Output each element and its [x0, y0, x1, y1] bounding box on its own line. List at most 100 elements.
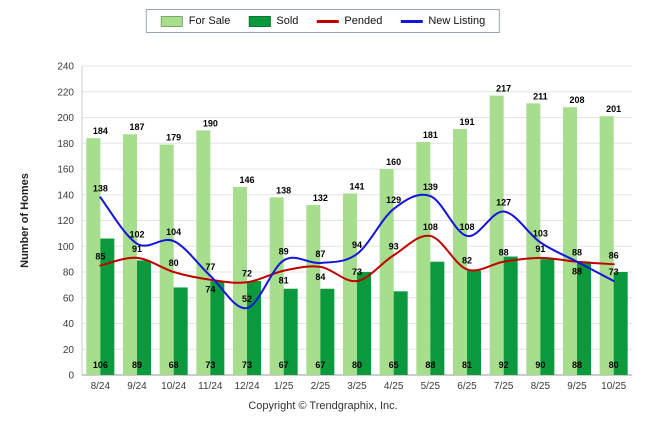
- x-tick-label: 12/24: [234, 381, 259, 392]
- x-tick-label: 8/25: [531, 381, 551, 392]
- bar-for-sale: [489, 95, 504, 376]
- for-sale-value-label: 132: [313, 193, 328, 203]
- bar-sold: [613, 272, 628, 375]
- new-listing-value-label: 102: [129, 230, 144, 240]
- x-tick-label: 9/24: [127, 381, 147, 392]
- bar-sold: [320, 288, 335, 375]
- sold-value-label: 73: [205, 360, 215, 370]
- legend-line-swatch-icon: [400, 19, 423, 23]
- for-sale-value-label: 190: [203, 118, 218, 128]
- sold-value-label: 80: [352, 360, 362, 370]
- new-listing-value-label: 89: [279, 246, 289, 256]
- y-tick-label: 160: [57, 165, 74, 176]
- x-tick-label: 6/25: [457, 381, 477, 392]
- pended-value-label: 85: [95, 252, 105, 262]
- for-sale-value-label: 184: [93, 126, 108, 136]
- pended-value-label: 82: [462, 255, 472, 265]
- for-sale-value-label: 138: [276, 185, 291, 195]
- y-tick-label: 120: [57, 216, 74, 227]
- bar-for-sale: [563, 107, 577, 375]
- x-tick-label: 2/25: [311, 381, 331, 392]
- bar-sold: [430, 261, 445, 375]
- x-tick-label: 3/25: [347, 381, 367, 392]
- pended-value-label: 74: [205, 285, 215, 295]
- x-tick-label: 10/25: [601, 381, 626, 392]
- new-listing-value-label: 77: [205, 262, 215, 272]
- x-tick-label: 8/24: [91, 381, 111, 392]
- legend-label: Pended: [344, 15, 383, 27]
- y-tick-label: 60: [63, 293, 75, 304]
- pended-value-label: 108: [423, 222, 438, 232]
- copyright-text: Copyright © Trendgraphix, Inc.: [248, 400, 398, 412]
- legend-bar-swatch-icon: [248, 15, 271, 27]
- sold-value-label: 80: [609, 360, 619, 370]
- sold-value-label: 65: [389, 360, 399, 370]
- new-listing-value-label: 127: [496, 197, 511, 207]
- bar-sold: [247, 281, 261, 375]
- pended-value-label: 91: [535, 244, 545, 254]
- bar-for-sale: [233, 187, 247, 375]
- legend-item-pended: Pended: [316, 15, 382, 27]
- for-sale-value-label: 181: [423, 130, 438, 140]
- sold-value-label: 90: [535, 360, 545, 370]
- new-listing-value-label: 87: [315, 249, 325, 259]
- legend-item-sold: Sold: [248, 15, 298, 27]
- legend-label: For Sale: [188, 15, 231, 27]
- legend-line-swatch-icon: [316, 19, 339, 23]
- bar-sold: [540, 259, 555, 375]
- line-pended: [99, 234, 615, 284]
- new-listing-value-label: 52: [242, 294, 252, 304]
- pended-value-label: 72: [242, 268, 252, 278]
- bar-for-sale: [196, 130, 211, 375]
- new-listing-value-label: 88: [572, 248, 582, 258]
- pended-value-label: 81: [279, 276, 289, 286]
- bar-sold: [173, 287, 188, 375]
- y-tick-label: 20: [63, 345, 75, 356]
- sold-value-label: 67: [315, 360, 325, 370]
- pended-value-label: 88: [499, 248, 509, 258]
- x-tick-label: 7/25: [494, 381, 514, 392]
- pended-value-label: 84: [315, 272, 325, 282]
- for-sale-value-label: 191: [459, 117, 474, 127]
- y-tick-label: 180: [57, 139, 74, 150]
- legend-bar-swatch-icon: [160, 15, 183, 27]
- legend-label: Sold: [276, 15, 299, 27]
- bar-sold: [137, 260, 151, 375]
- bar-for-sale: [526, 103, 541, 376]
- bar-sold: [357, 272, 371, 375]
- for-sale-value-label: 217: [496, 84, 511, 94]
- pended-value-label: 73: [352, 267, 362, 277]
- bar-sold: [100, 238, 115, 375]
- pended-value-label: 91: [132, 244, 142, 254]
- x-tick-label: 11/24: [198, 381, 223, 392]
- sold-value-label: 88: [572, 360, 582, 370]
- x-tick-label: 10/24: [161, 381, 186, 392]
- x-tick-label: 9/25: [567, 381, 587, 392]
- for-sale-value-label: 201: [606, 104, 621, 114]
- legend-item-for-sale: For Sale: [160, 15, 231, 27]
- new-listing-value-label: 108: [459, 222, 474, 232]
- bar-sold: [210, 281, 225, 375]
- new-listing-value-label: 94: [352, 240, 362, 250]
- bar-for-sale: [86, 138, 101, 375]
- for-sale-value-label: 146: [239, 175, 254, 185]
- bar-sold: [283, 288, 298, 375]
- x-tick-label: 4/25: [384, 381, 404, 392]
- y-tick-label: 140: [57, 190, 74, 201]
- new-listing-value-label: 104: [166, 227, 181, 237]
- bar-for-sale: [123, 134, 137, 375]
- legend-label: New Listing: [428, 15, 486, 27]
- new-listing-value-label: 139: [423, 182, 438, 192]
- for-sale-value-label: 160: [386, 157, 401, 167]
- legend-item-new-listing: New Listing: [400, 15, 485, 27]
- for-sale-value-label: 179: [166, 133, 181, 143]
- x-tick-label: 1/25: [274, 381, 294, 392]
- sold-value-label: 81: [462, 360, 472, 370]
- sold-value-label: 73: [242, 360, 252, 370]
- bar-for-sale: [343, 193, 357, 375]
- y-axis-title: Number of Homes: [19, 173, 31, 268]
- sold-value-label: 92: [499, 360, 509, 370]
- bar-for-sale: [599, 116, 614, 376]
- sold-value-label: 106: [93, 360, 108, 370]
